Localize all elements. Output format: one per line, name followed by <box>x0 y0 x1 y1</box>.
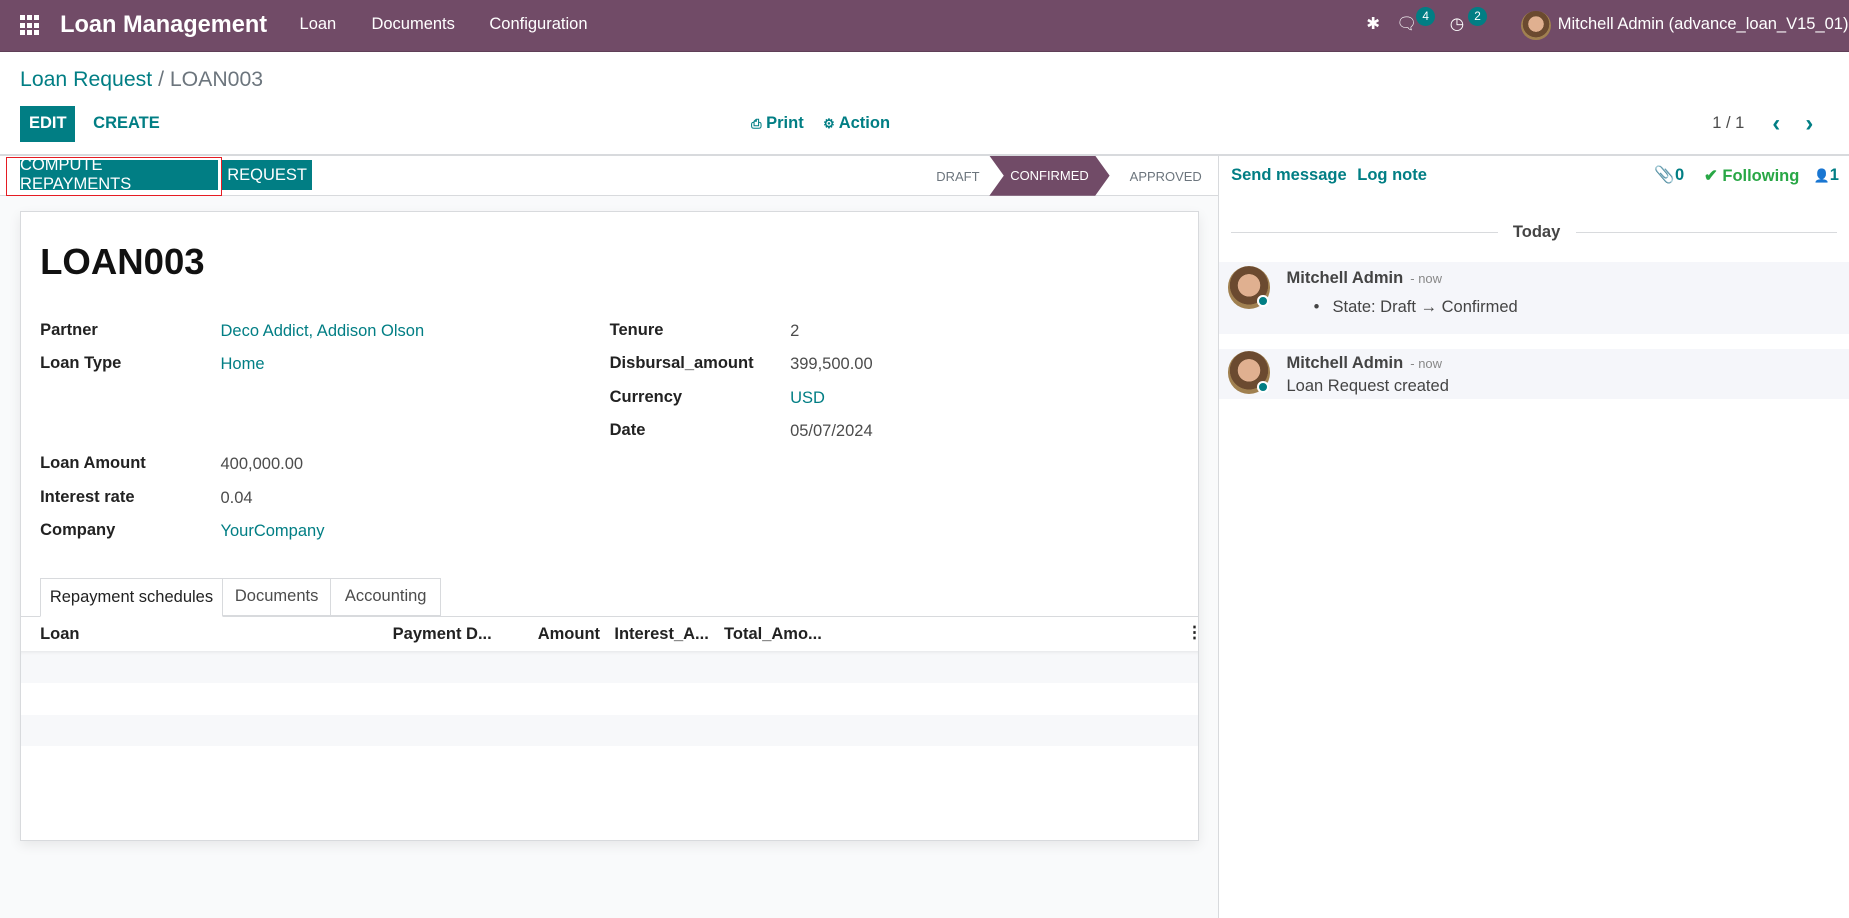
loan-amount-field: 400,000.00 <box>220 455 304 474</box>
company-field[interactable]: YourCompany <box>220 522 325 541</box>
online-status-icon <box>1257 294 1269 307</box>
followers-button[interactable]: 👤1 <box>1814 166 1839 185</box>
followers-count: 1 <box>1829 166 1839 185</box>
messages-icon[interactable]: 🗨 <box>1396 13 1414 37</box>
action-label: Action <box>838 114 891 133</box>
table-row <box>21 714 1199 747</box>
following-label: Following <box>1722 167 1800 186</box>
tab-accounting[interactable]: Accounting <box>331 577 441 616</box>
tenure-field: 2 <box>790 321 800 340</box>
pager-next-icon[interactable]: › <box>1805 109 1814 136</box>
label-date: Date <box>609 420 646 439</box>
activities-clock-icon[interactable]: ◷ <box>1449 14 1465 33</box>
col-interest-amount[interactable]: Interest_A... <box>614 624 709 643</box>
menu-configuration[interactable]: Configuration <box>489 15 588 34</box>
label-disbursal-amount: Disbursal_amount <box>609 353 754 372</box>
column-options-kebab-icon[interactable]: ⋮ <box>1186 623 1203 642</box>
check-icon: ✔ <box>1703 167 1718 186</box>
print-label: Print <box>766 114 804 133</box>
message-time: - now <box>1410 270 1443 286</box>
tab-repayment-schedules[interactable]: Repayment schedules <box>40 577 223 617</box>
tab-label: Accounting <box>344 587 427 606</box>
log-note-button[interactable]: Log note <box>1357 166 1427 185</box>
user-icon: 👤 <box>1813 168 1830 184</box>
loan-type-field[interactable]: Home <box>220 354 265 373</box>
label-partner: Partner <box>40 320 98 339</box>
breadcrumb-current: / LOAN003 <box>158 68 264 92</box>
record-title: LOAN003 <box>40 240 205 282</box>
col-payment-date[interactable]: Payment D... <box>392 624 492 643</box>
tab-label: Documents <box>234 587 319 606</box>
apps-menu-icon[interactable] <box>20 15 40 36</box>
user-avatar[interactable] <box>1521 10 1551 41</box>
date-field: 05/07/2024 <box>790 422 873 441</box>
activities-badge: 2 <box>1468 7 1487 26</box>
menu-documents[interactable]: Documents <box>371 15 455 34</box>
divider <box>0 154 1849 156</box>
print-icon: ⎙ <box>751 116 762 132</box>
request-button[interactable]: REQUEST <box>221 160 313 190</box>
message-item <box>1219 349 1849 399</box>
gear-icon: ⚙ <box>823 116 835 132</box>
stage-confirmed[interactable]: CONFIRMED <box>989 155 1110 196</box>
paperclip-icon: 📎 <box>1654 166 1675 185</box>
col-amount[interactable]: Amount <box>537 624 601 643</box>
messages-badge: 4 <box>1416 7 1436 26</box>
top-navbar: Loan Management Loan Documents Configura… <box>0 0 1849 52</box>
pager-value[interactable]: 1 / 1 <box>1712 114 1745 133</box>
pager-prev-icon[interactable]: ‹ <box>1772 109 1781 136</box>
attachments-count: 0 <box>1674 166 1685 185</box>
app-title[interactable]: Loan Management <box>60 10 268 37</box>
label-currency: Currency <box>609 387 683 406</box>
tab-label: Repayment schedules <box>49 587 214 606</box>
stage-approved[interactable]: APPROVED <box>1129 168 1202 184</box>
online-status-icon <box>1257 380 1269 393</box>
tabs-underline <box>21 615 1199 617</box>
partner-field[interactable]: Deco Addict, Addison Olson <box>220 321 425 340</box>
message-author[interactable]: Mitchell Admin <box>1286 353 1404 372</box>
label-company: Company <box>40 521 116 540</box>
date-separator: Today <box>1497 222 1576 242</box>
interest-rate-field: 0.04 <box>220 489 253 508</box>
currency-field[interactable]: USD <box>790 389 825 408</box>
message-author[interactable]: Mitchell Admin <box>1286 268 1404 287</box>
menu-loan[interactable]: Loan <box>299 15 337 34</box>
stage-confirmed-label: CONFIRMED <box>1010 168 1089 184</box>
compute-repayments-button[interactable]: COMPUTE REPAYMENTS <box>20 156 219 193</box>
breadcrumb: Loan Request / LOAN003 <box>20 68 263 92</box>
message-time: - now <box>1410 355 1443 371</box>
label-tenure: Tenure <box>609 320 664 339</box>
highlight-box <box>5 156 222 196</box>
edit-button[interactable]: EDIT <box>20 106 76 142</box>
print-button[interactable]: ⎙ Print <box>751 114 804 133</box>
message-header: Mitchell Admin - now <box>1287 269 1443 288</box>
tab-documents[interactable]: Documents <box>222 577 332 616</box>
chatter-panel <box>1218 155 1220 918</box>
message-bullet: • <box>1313 298 1320 317</box>
table-row <box>21 650 1199 683</box>
col-loan[interactable]: Loan <box>40 624 80 643</box>
create-button[interactable]: CREATE <box>93 114 160 133</box>
disbursal-amount-field: 399,500.00 <box>790 354 873 373</box>
action-button[interactable]: ⚙ Action <box>823 114 890 133</box>
breadcrumb-parent[interactable]: Loan Request <box>20 68 153 92</box>
label-loan-amount: Loan Amount <box>40 453 146 472</box>
send-message-button[interactable]: Send message <box>1231 166 1347 185</box>
message-body: Loan Request created <box>1286 377 1449 396</box>
label-loan-type: Loan Type <box>40 353 122 372</box>
message-body: State: Draft → Confirmed <box>1332 298 1518 317</box>
message-item <box>1219 261 1849 334</box>
attachments-button[interactable]: 📎0 <box>1654 166 1684 185</box>
stage-draft[interactable]: DRAFT <box>936 168 980 184</box>
user-menu[interactable]: Mitchell Admin (advance_loan_V15_01) <box>1557 15 1849 34</box>
message-header: Mitchell Admin - now <box>1287 354 1443 373</box>
debug-bug-icon[interactable]: ✱ <box>1366 14 1381 33</box>
col-total-amount[interactable]: Total_Amo... <box>724 624 822 643</box>
following-button[interactable]: ✔ Following <box>1704 166 1799 186</box>
label-interest-rate: Interest rate <box>40 488 135 507</box>
